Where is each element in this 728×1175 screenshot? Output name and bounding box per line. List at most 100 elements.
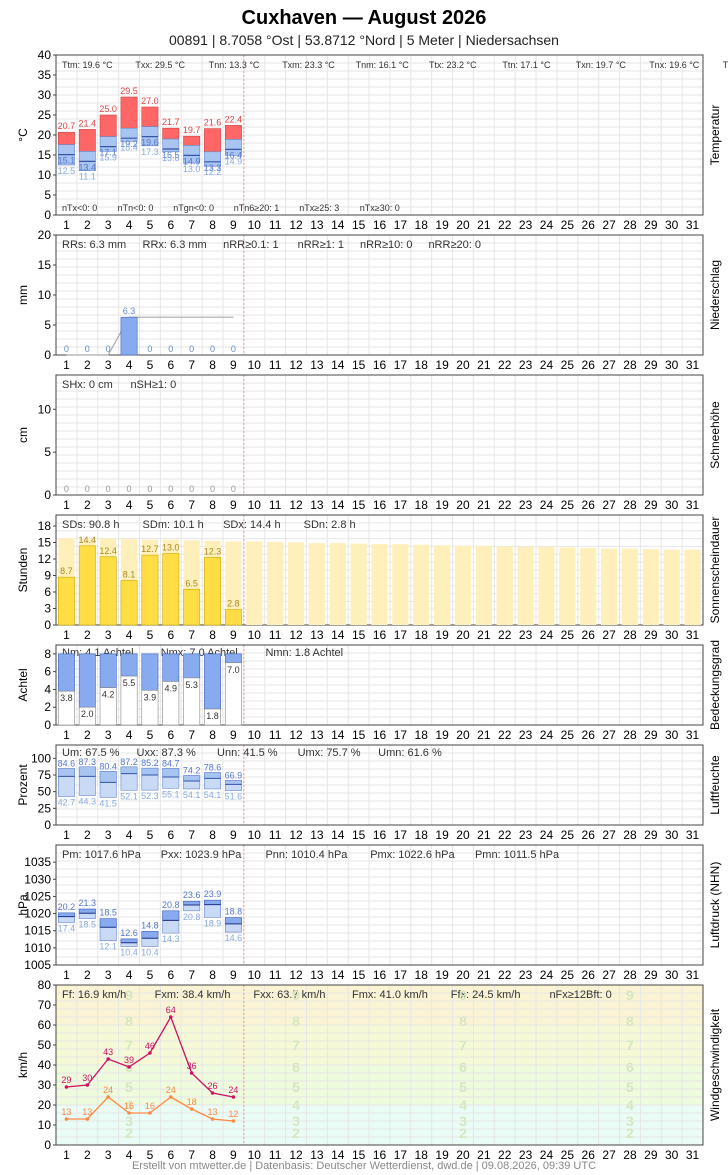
precipitation-ytick-label: 5 <box>44 318 51 332</box>
beaufort-mark: 3 <box>626 1113 634 1129</box>
cloud-xtick-label: 28 <box>623 728 637 742</box>
snow-xtick-label: 4 <box>126 498 133 512</box>
wind-avg-point <box>85 1117 90 1121</box>
wind-stat: Fmx: 41.0 km/h <box>352 989 428 1001</box>
temp-min-label: 11.1 <box>79 172 96 182</box>
snow-xtick-label: 7 <box>188 498 195 512</box>
page-title: Cuxhaven — August 2026 <box>241 7 487 29</box>
wind-xtick-label: 27 <box>602 1148 616 1160</box>
sunshine-xtick-label: 22 <box>498 628 512 642</box>
pressure-xtick-label: 11 <box>269 968 282 982</box>
snow-xtick-label: 31 <box>686 498 700 512</box>
wind-gust-point <box>106 1057 110 1061</box>
humidity-min-label: 52.3 <box>141 791 159 801</box>
temperature-ytick-label: 40 <box>38 48 52 62</box>
sunshine-xtick-label: 1 <box>63 628 70 642</box>
sun-climatology-bar <box>392 544 409 625</box>
sun-bar <box>183 588 201 626</box>
temperature-xtick-label: 15 <box>352 218 366 232</box>
sun-climatology-bar <box>454 545 472 625</box>
humidity-xtick-label: 15 <box>352 828 366 842</box>
snow-value-label: 0 <box>168 484 173 494</box>
sunshine-xtick-label: 3 <box>105 628 112 642</box>
sun-bar <box>204 557 221 626</box>
wind-xtick-label: 2 <box>84 1148 91 1160</box>
humidity-ytick-label: 100 <box>31 751 51 765</box>
precipitation-xtick-label: 2 <box>84 358 91 372</box>
snow-xtick-label: 28 <box>623 498 637 512</box>
temp-max-label: 22.4 <box>225 114 243 124</box>
snow-ytick-label: 5 <box>44 445 51 459</box>
temp-mean-bar <box>99 136 117 152</box>
cloud-xtick-label: 19 <box>435 728 449 742</box>
wind-avg-label: 13 <box>61 1107 71 1117</box>
sunshine-side-label: Sonnenscheindauer <box>708 517 722 624</box>
humidity-xtick-label: 6 <box>167 828 174 842</box>
temperature-xtick-label: 12 <box>289 218 303 232</box>
temperature-xtick-label: 25 <box>561 218 575 232</box>
precip-bar <box>120 316 138 356</box>
temperature-xtick-label: 31 <box>686 218 700 232</box>
pressure-xtick-label: 29 <box>644 968 658 982</box>
pressure-ytick-label: 1005 <box>24 958 51 972</box>
humidity-min-label: 55.1 <box>162 789 180 799</box>
cloud-value-label: 1.8 <box>206 711 219 721</box>
wind-avg-point <box>231 1119 236 1123</box>
sunshine-ytick-label: 6 <box>44 585 51 599</box>
humidity-min-label: 44.3 <box>79 796 97 806</box>
temp-max-bar <box>183 135 201 146</box>
pressure-xtick-label: 1 <box>63 968 70 982</box>
humidity-stat: Umx: 75.7 % <box>298 747 361 759</box>
humidity-max-label: 66.9 <box>225 770 243 780</box>
pressure-max-label: 20.8 <box>162 900 180 910</box>
humidity-max-label: 84.6 <box>58 759 76 769</box>
wind-gust-label: 24 <box>228 1085 238 1095</box>
temp-min-label: 12.5 <box>58 166 76 176</box>
beaufort-mark: 5 <box>125 1079 133 1095</box>
temperature-xtick-label: 16 <box>373 218 387 232</box>
temperature-xtick-label: 26 <box>582 218 596 232</box>
temperature-stat: nTn6≥20: 1 <box>234 203 279 213</box>
precipitation-xtick-label: 23 <box>519 358 533 372</box>
sun-value-label: 12.4 <box>99 546 117 556</box>
humidity-xtick-label: 9 <box>230 828 237 842</box>
wind-xtick-label: 5 <box>147 1148 154 1160</box>
precipitation-xtick-label: 20 <box>456 358 470 372</box>
sunshine-xtick-label: 21 <box>477 628 491 642</box>
snow-xtick-label: 2 <box>84 498 91 512</box>
temperature-xtick-label: 20 <box>456 218 470 232</box>
sunshine-xtick-label: 12 <box>289 628 303 642</box>
cloud-xtick-label: 4 <box>126 728 133 742</box>
temp-max-bar <box>141 106 159 127</box>
sunshine-xtick-label: 27 <box>602 628 616 642</box>
sunshine-xtick-label: 30 <box>665 628 679 642</box>
precipitation-xtick-label: 19 <box>435 358 449 372</box>
snow-xtick-label: 25 <box>561 498 575 512</box>
precipitation-xtick-label: 30 <box>665 358 679 372</box>
snow-xtick-label: 3 <box>105 498 112 512</box>
precipitation-xtick-label: 9 <box>230 358 237 372</box>
pressure-max-label: 20.2 <box>58 902 76 912</box>
pressure-xtick-label: 13 <box>310 968 324 982</box>
precipitation-xtick-label: 10 <box>248 358 262 372</box>
temp-mean-label: 16.5 <box>162 150 180 160</box>
sun-climatology-bar <box>621 548 639 625</box>
temp-max-label: 19.7 <box>183 125 201 135</box>
humidity-ytick-label: 25 <box>38 801 52 815</box>
humidity-xtick-label: 4 <box>126 828 133 842</box>
precipitation-xtick-label: 16 <box>373 358 387 372</box>
wind-xtick-label: 1 <box>63 1148 70 1160</box>
wind-xtick-label: 22 <box>498 1148 512 1160</box>
sunshine-xtick-label: 6 <box>167 628 174 642</box>
snow-xtick-label: 16 <box>373 498 387 512</box>
humidity-upper-bar <box>183 775 201 782</box>
pressure-xtick-label: 21 <box>477 968 491 982</box>
precipitation-xtick-label: 17 <box>394 358 408 372</box>
wind-xtick-label: 30 <box>665 1148 679 1160</box>
humidity-xtick-label: 2 <box>84 828 91 842</box>
pressure-max-label: 14.8 <box>141 920 159 930</box>
sunshine-xtick-label: 25 <box>561 628 575 642</box>
pressure-xtick-label: 31 <box>686 968 700 982</box>
sunshine-xtick-label: 4 <box>126 628 133 642</box>
sun-climatology-bar <box>287 542 305 625</box>
